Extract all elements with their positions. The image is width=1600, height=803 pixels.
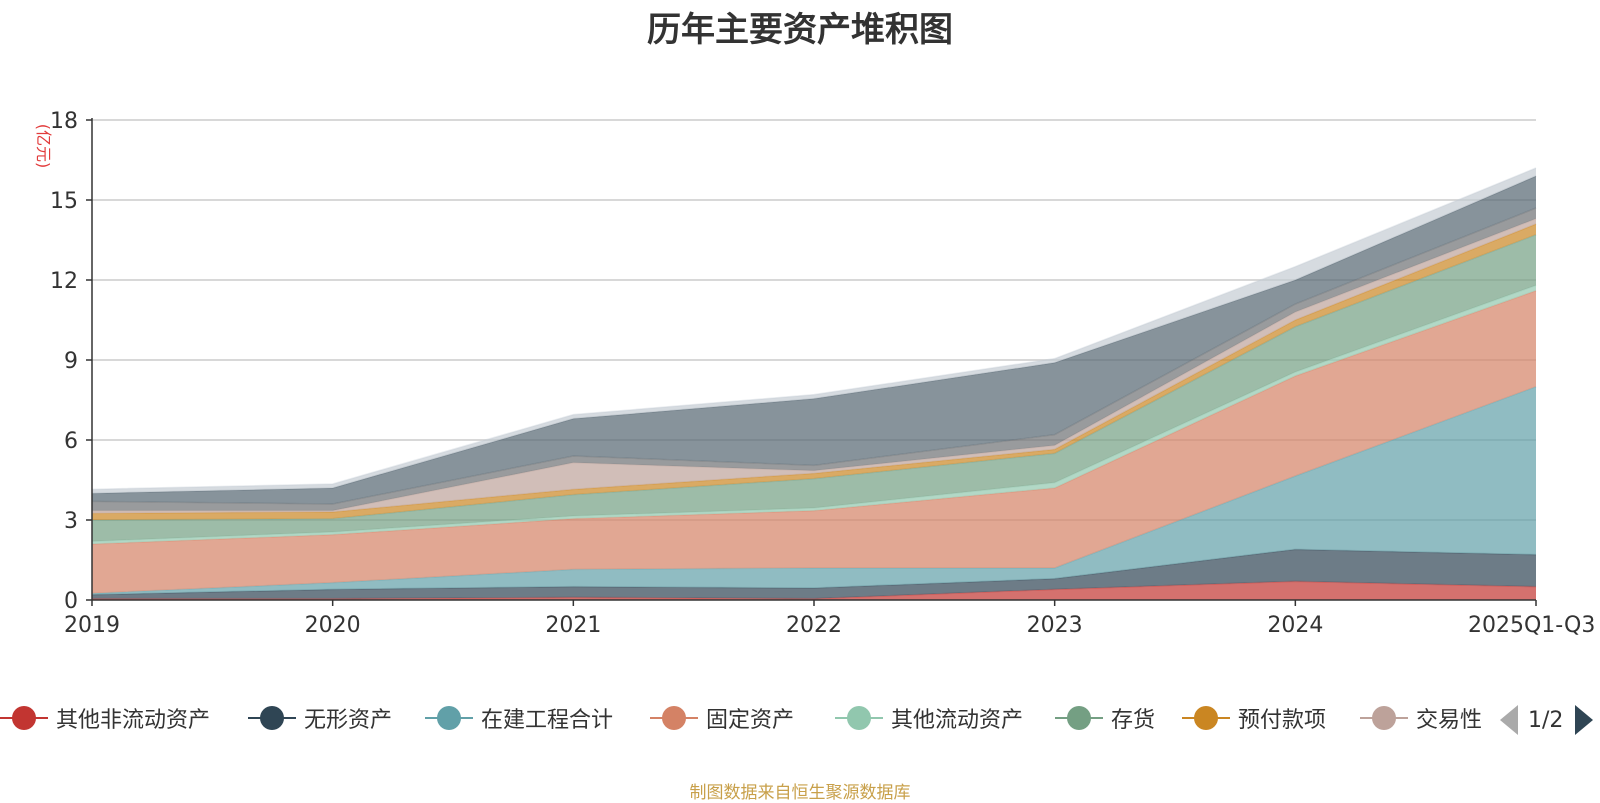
legend-item[interactable]: 交易性金融资产 bbox=[1360, 700, 1482, 736]
y-tick-label: 18 bbox=[50, 109, 78, 134]
legend-item[interactable]: 其他流动资产 bbox=[835, 700, 1023, 736]
legend-item[interactable]: 固定资产 bbox=[650, 700, 794, 736]
area-layer bbox=[91, 167, 1537, 600]
legend-marker-icon bbox=[650, 706, 698, 730]
legend-item[interactable]: 无形资产 bbox=[248, 700, 392, 736]
x-tick-label: 2022 bbox=[786, 613, 842, 638]
legend-item[interactable]: 在建工程合计 bbox=[425, 700, 613, 736]
x-tick-label: 2019 bbox=[64, 613, 120, 638]
legend-label: 在建工程合计 bbox=[481, 708, 614, 733]
legend-items: 其他非流动资产 无形资产 在建工程合计 固定资产 其他流动资产 存货 预付款项 交易性金融资产 bbox=[0, 700, 1482, 740]
next-page-icon[interactable] bbox=[1575, 705, 1594, 735]
x-tick-label: 2020 bbox=[305, 613, 361, 638]
y-axis-label: (亿元) bbox=[34, 124, 53, 169]
legend-item[interactable]: 其他非流动资产 bbox=[0, 700, 210, 736]
axis-layer: 0 3 6 9 12 15 18 2019 2020 2021 2022 2023 2024 2025Q1… bbox=[34, 109, 1595, 638]
x-tick-label: 2023 bbox=[1027, 613, 1083, 638]
area-series-9[interactable] bbox=[92, 176, 1536, 504]
legend-marker-icon bbox=[248, 706, 296, 730]
legend-item[interactable]: 预付款项 bbox=[1182, 700, 1326, 736]
x-tick-label: 2021 bbox=[545, 613, 601, 638]
legend-label: 固定资产 bbox=[706, 708, 795, 733]
area-series-2[interactable] bbox=[92, 386, 1536, 595]
y-tick-label: 15 bbox=[50, 189, 78, 214]
y-tick-label: 0 bbox=[64, 589, 78, 614]
area-series-0[interactable] bbox=[92, 581, 1536, 600]
legend-marker-icon bbox=[1360, 706, 1408, 730]
area-series-3[interactable] bbox=[92, 290, 1536, 594]
legend-marker-icon bbox=[1055, 706, 1103, 730]
prev-page-icon[interactable] bbox=[1500, 705, 1518, 735]
legend-label: 交易性金融资产 bbox=[1416, 708, 1482, 733]
legend-marker-icon bbox=[1182, 706, 1230, 730]
legend-item[interactable]: 存货 bbox=[1055, 700, 1155, 736]
legend-marker-icon bbox=[835, 706, 883, 730]
legend-label: 其他流动资产 bbox=[891, 708, 1024, 733]
legend-marker-icon bbox=[0, 706, 48, 730]
x-tick-label: 2024 bbox=[1267, 613, 1323, 638]
legend-label: 预付款项 bbox=[1238, 708, 1327, 733]
chart-title: 历年主要资产堆积图 bbox=[647, 10, 953, 50]
legend-marker-icon bbox=[425, 706, 473, 730]
series-line-10 bbox=[91, 167, 1537, 491]
area-series-5[interactable] bbox=[92, 234, 1536, 542]
y-tick-label: 9 bbox=[64, 349, 78, 374]
page-indicator: 1/2 bbox=[1528, 707, 1564, 733]
y-tick-label: 6 bbox=[64, 429, 78, 454]
legend-label: 其他非流动资产 bbox=[56, 708, 211, 733]
area-series-1[interactable] bbox=[92, 549, 1536, 599]
legend-pager: 1/2 bbox=[1500, 700, 1594, 740]
legend-label: 存货 bbox=[1111, 708, 1156, 733]
legend: 其他非流动资产 无形资产 在建工程合计 固定资产 其他流动资产 存货 预付款项 交易性金融资产 bbox=[0, 700, 1600, 740]
legend-label: 无形资产 bbox=[304, 708, 393, 733]
y-tick-label: 3 bbox=[64, 509, 78, 534]
y-tick-label: 12 bbox=[50, 269, 78, 294]
x-tick-label: 2025Q1-Q3 bbox=[1468, 613, 1595, 638]
source-note: 制图数据来自恒生聚源数据库 bbox=[689, 783, 911, 803]
